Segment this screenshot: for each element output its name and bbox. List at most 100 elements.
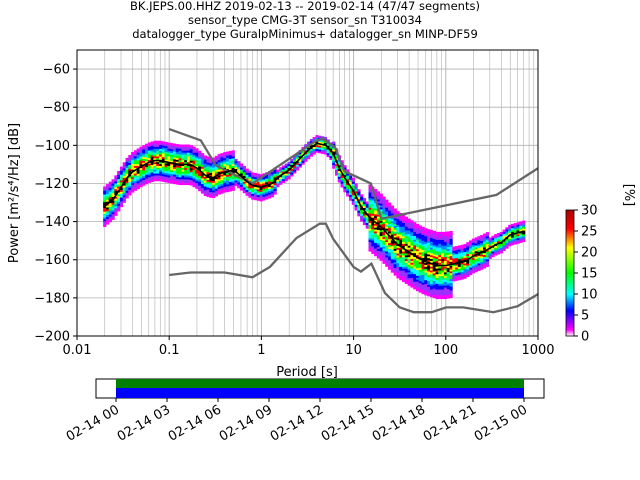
psd-cell xyxy=(231,178,235,182)
psd-cell xyxy=(181,173,185,176)
psd-cell xyxy=(223,178,227,182)
psd-cell xyxy=(474,243,478,246)
psd-cell xyxy=(153,148,157,151)
psd-cell xyxy=(477,260,481,264)
psd-cell xyxy=(390,230,395,233)
psd-cell xyxy=(382,251,386,255)
psd-cell xyxy=(516,228,520,231)
psd-cell xyxy=(441,273,445,277)
psd-cell xyxy=(429,287,434,290)
psd-cell xyxy=(164,147,168,151)
psd-cell xyxy=(388,221,392,225)
psd-cell xyxy=(463,266,467,270)
psd-cell xyxy=(457,254,462,258)
psd-cell xyxy=(203,189,207,193)
psd-cell xyxy=(178,175,182,178)
psd-cell xyxy=(483,235,487,238)
psd-cell xyxy=(206,171,210,175)
psd-cell xyxy=(159,163,163,167)
psd-cell xyxy=(142,145,146,148)
psd-cell xyxy=(103,195,107,199)
psd-cell xyxy=(371,213,375,216)
psd-cell xyxy=(438,294,442,298)
psd-cell xyxy=(424,232,428,235)
psd-cell xyxy=(365,220,369,223)
psd-cell xyxy=(404,251,409,254)
psd-cell xyxy=(379,206,383,210)
psd-cell xyxy=(150,175,154,179)
psd-cell xyxy=(226,157,230,160)
psd-cell xyxy=(382,246,386,249)
psd-cell xyxy=(407,233,411,237)
psd-cell xyxy=(117,188,121,191)
psd-cell xyxy=(396,274,400,277)
psd-cell xyxy=(368,245,372,248)
psd-cell xyxy=(435,273,439,277)
psd-cell xyxy=(418,255,422,259)
psd-cell xyxy=(214,167,219,170)
psd-cell xyxy=(192,161,196,165)
psd-cell xyxy=(200,183,205,186)
psd-cell xyxy=(329,151,333,155)
psd-cell xyxy=(463,272,467,275)
psd-cell xyxy=(248,191,252,194)
psd-cell xyxy=(245,176,249,179)
psd-cell xyxy=(145,170,149,173)
psd-cell xyxy=(435,289,439,292)
psd-cell xyxy=(368,188,372,191)
psd-cell xyxy=(131,188,135,191)
psd-cell xyxy=(220,174,224,177)
psd-cell xyxy=(131,184,135,187)
psd-cell xyxy=(267,184,272,188)
psd-cell xyxy=(111,196,115,199)
psd-cell xyxy=(273,169,277,172)
psd-cell xyxy=(119,199,124,202)
psd-cell xyxy=(186,154,191,157)
psd-cell xyxy=(357,208,361,211)
psd-cell xyxy=(156,146,160,149)
psd-cell xyxy=(510,231,515,234)
psd-cell xyxy=(427,286,431,289)
psd-cell xyxy=(133,171,138,174)
psd-cell xyxy=(382,242,386,245)
psd-cell xyxy=(181,176,185,180)
psd-cell xyxy=(153,157,157,161)
psd-cell xyxy=(198,179,202,182)
psd-cell xyxy=(321,149,325,153)
psd-cell xyxy=(443,250,448,254)
psd-cell xyxy=(443,243,448,246)
psd-cell xyxy=(379,201,383,204)
psd-cell xyxy=(407,273,411,277)
psd-cell xyxy=(231,165,235,168)
psd-cell xyxy=(103,207,107,210)
psd-cell xyxy=(354,204,358,207)
psd-cell xyxy=(175,159,179,162)
psd-cell xyxy=(323,136,328,140)
psd-cell xyxy=(203,182,207,185)
psd-cell xyxy=(105,222,110,225)
psd-cell xyxy=(117,170,121,174)
psd-cell xyxy=(178,146,182,149)
psd-cell xyxy=(181,175,185,178)
psd-cell xyxy=(469,272,473,276)
psd-cell xyxy=(393,212,397,215)
psd-cell xyxy=(424,258,428,262)
psd-cell xyxy=(212,186,216,189)
psd-cell xyxy=(223,182,227,186)
psd-cell xyxy=(376,238,381,242)
psd-cell xyxy=(136,152,140,155)
psd-cell xyxy=(516,222,520,225)
psd-cell xyxy=(488,254,492,258)
psd-cell xyxy=(156,161,160,165)
psd-cell xyxy=(413,256,417,259)
psd-cell xyxy=(192,184,196,188)
psd-cell xyxy=(228,185,233,188)
psd-cell xyxy=(153,146,157,149)
psd-cell xyxy=(304,155,308,159)
psd-cell xyxy=(463,261,467,264)
psd-cell xyxy=(329,155,333,159)
psd-cell xyxy=(368,209,372,212)
psd-cell xyxy=(217,175,221,178)
psd-cell xyxy=(371,247,375,251)
psd-cell xyxy=(354,190,358,194)
